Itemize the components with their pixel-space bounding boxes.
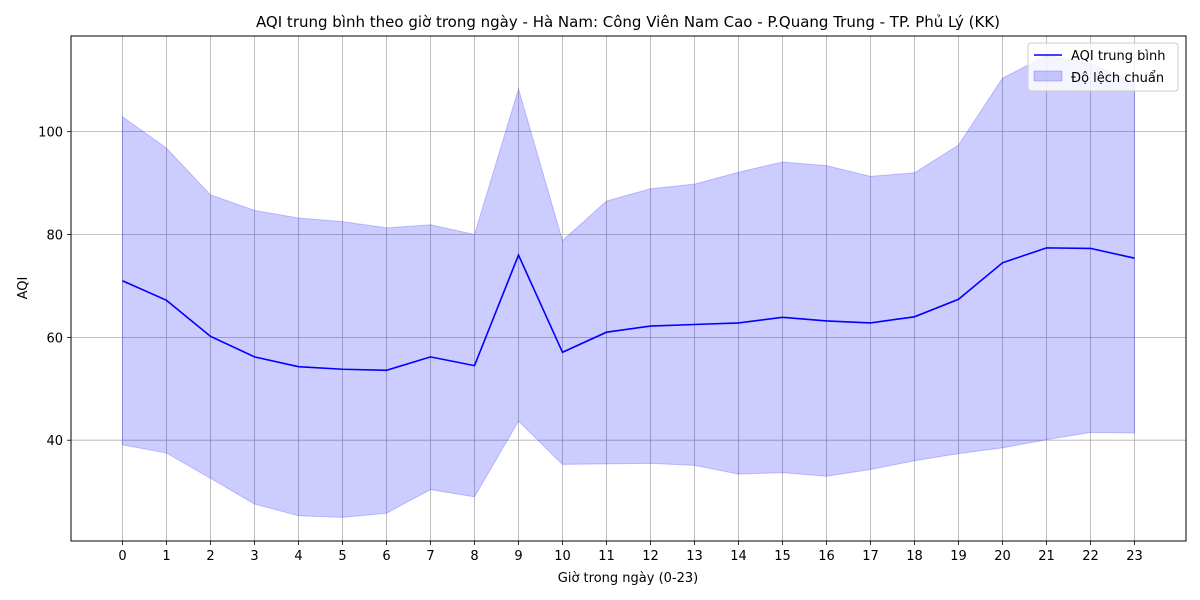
band-layer xyxy=(121,55,1136,518)
x-tick-label: 21 xyxy=(1038,549,1055,564)
legend-box xyxy=(1027,42,1179,92)
x-tick-label: 18 xyxy=(906,549,923,564)
line-layer xyxy=(122,247,1135,372)
y-tick-label: 60 xyxy=(46,331,63,346)
x-tick-label: 20 xyxy=(994,549,1011,564)
x-axis-label: Giờ trong ngày (0-23) xyxy=(558,571,698,586)
y-tick-label: 40 xyxy=(46,434,63,449)
x-tick-label: 2 xyxy=(206,549,214,564)
x-tick-label: 23 xyxy=(1126,549,1143,564)
x-tick-label: 3 xyxy=(250,549,258,564)
x-tick-label: 1 xyxy=(162,549,170,564)
grid-layer xyxy=(71,36,1186,541)
y-tick-label: 80 xyxy=(46,229,63,244)
x-tick-label: 19 xyxy=(950,549,967,564)
plot-frame xyxy=(70,35,1187,542)
x-tick-label: 15 xyxy=(774,549,791,564)
x-tick-label: 11 xyxy=(598,549,615,564)
chart-title: AQI trung bình theo giờ trong ngày - Hà … xyxy=(256,13,1000,31)
legend-band-swatch xyxy=(1033,70,1063,82)
x-tick-label: 16 xyxy=(818,549,835,564)
x-tick-label: 6 xyxy=(382,549,390,564)
x-tick-label: 5 xyxy=(338,549,346,564)
y-axis-label: AQI xyxy=(16,277,31,300)
x-tick-label: 17 xyxy=(862,549,879,564)
legend-label-std: Độ lệch chuẩn xyxy=(1071,71,1164,86)
mean-line xyxy=(122,247,1135,372)
x-tick-label: 0 xyxy=(118,549,126,564)
x-tick-label: 8 xyxy=(470,549,478,564)
y-tick-label: 100 xyxy=(38,126,63,141)
x-tick-label: 10 xyxy=(554,549,571,564)
x-tick-label: 12 xyxy=(642,549,659,564)
x-tick-label: 22 xyxy=(1082,549,1099,564)
legend-label-mean: AQI trung bình xyxy=(1071,49,1166,64)
x-tick-label: 4 xyxy=(294,549,302,564)
tick-layer: 0 1 2 3 4 5 6 7 8 9 10 11 12 13 14 15 16 17 18 19 20 21 22 2340… xyxy=(38,126,1143,564)
std-band xyxy=(121,55,1136,518)
x-tick-label: 14 xyxy=(730,549,747,564)
x-tick-label: 13 xyxy=(686,549,703,564)
legend: AQI trung bình Độ lệch chuẩn xyxy=(1027,42,1179,92)
x-tick-label: 9 xyxy=(514,549,522,564)
x-tick-label: 7 xyxy=(426,549,434,564)
